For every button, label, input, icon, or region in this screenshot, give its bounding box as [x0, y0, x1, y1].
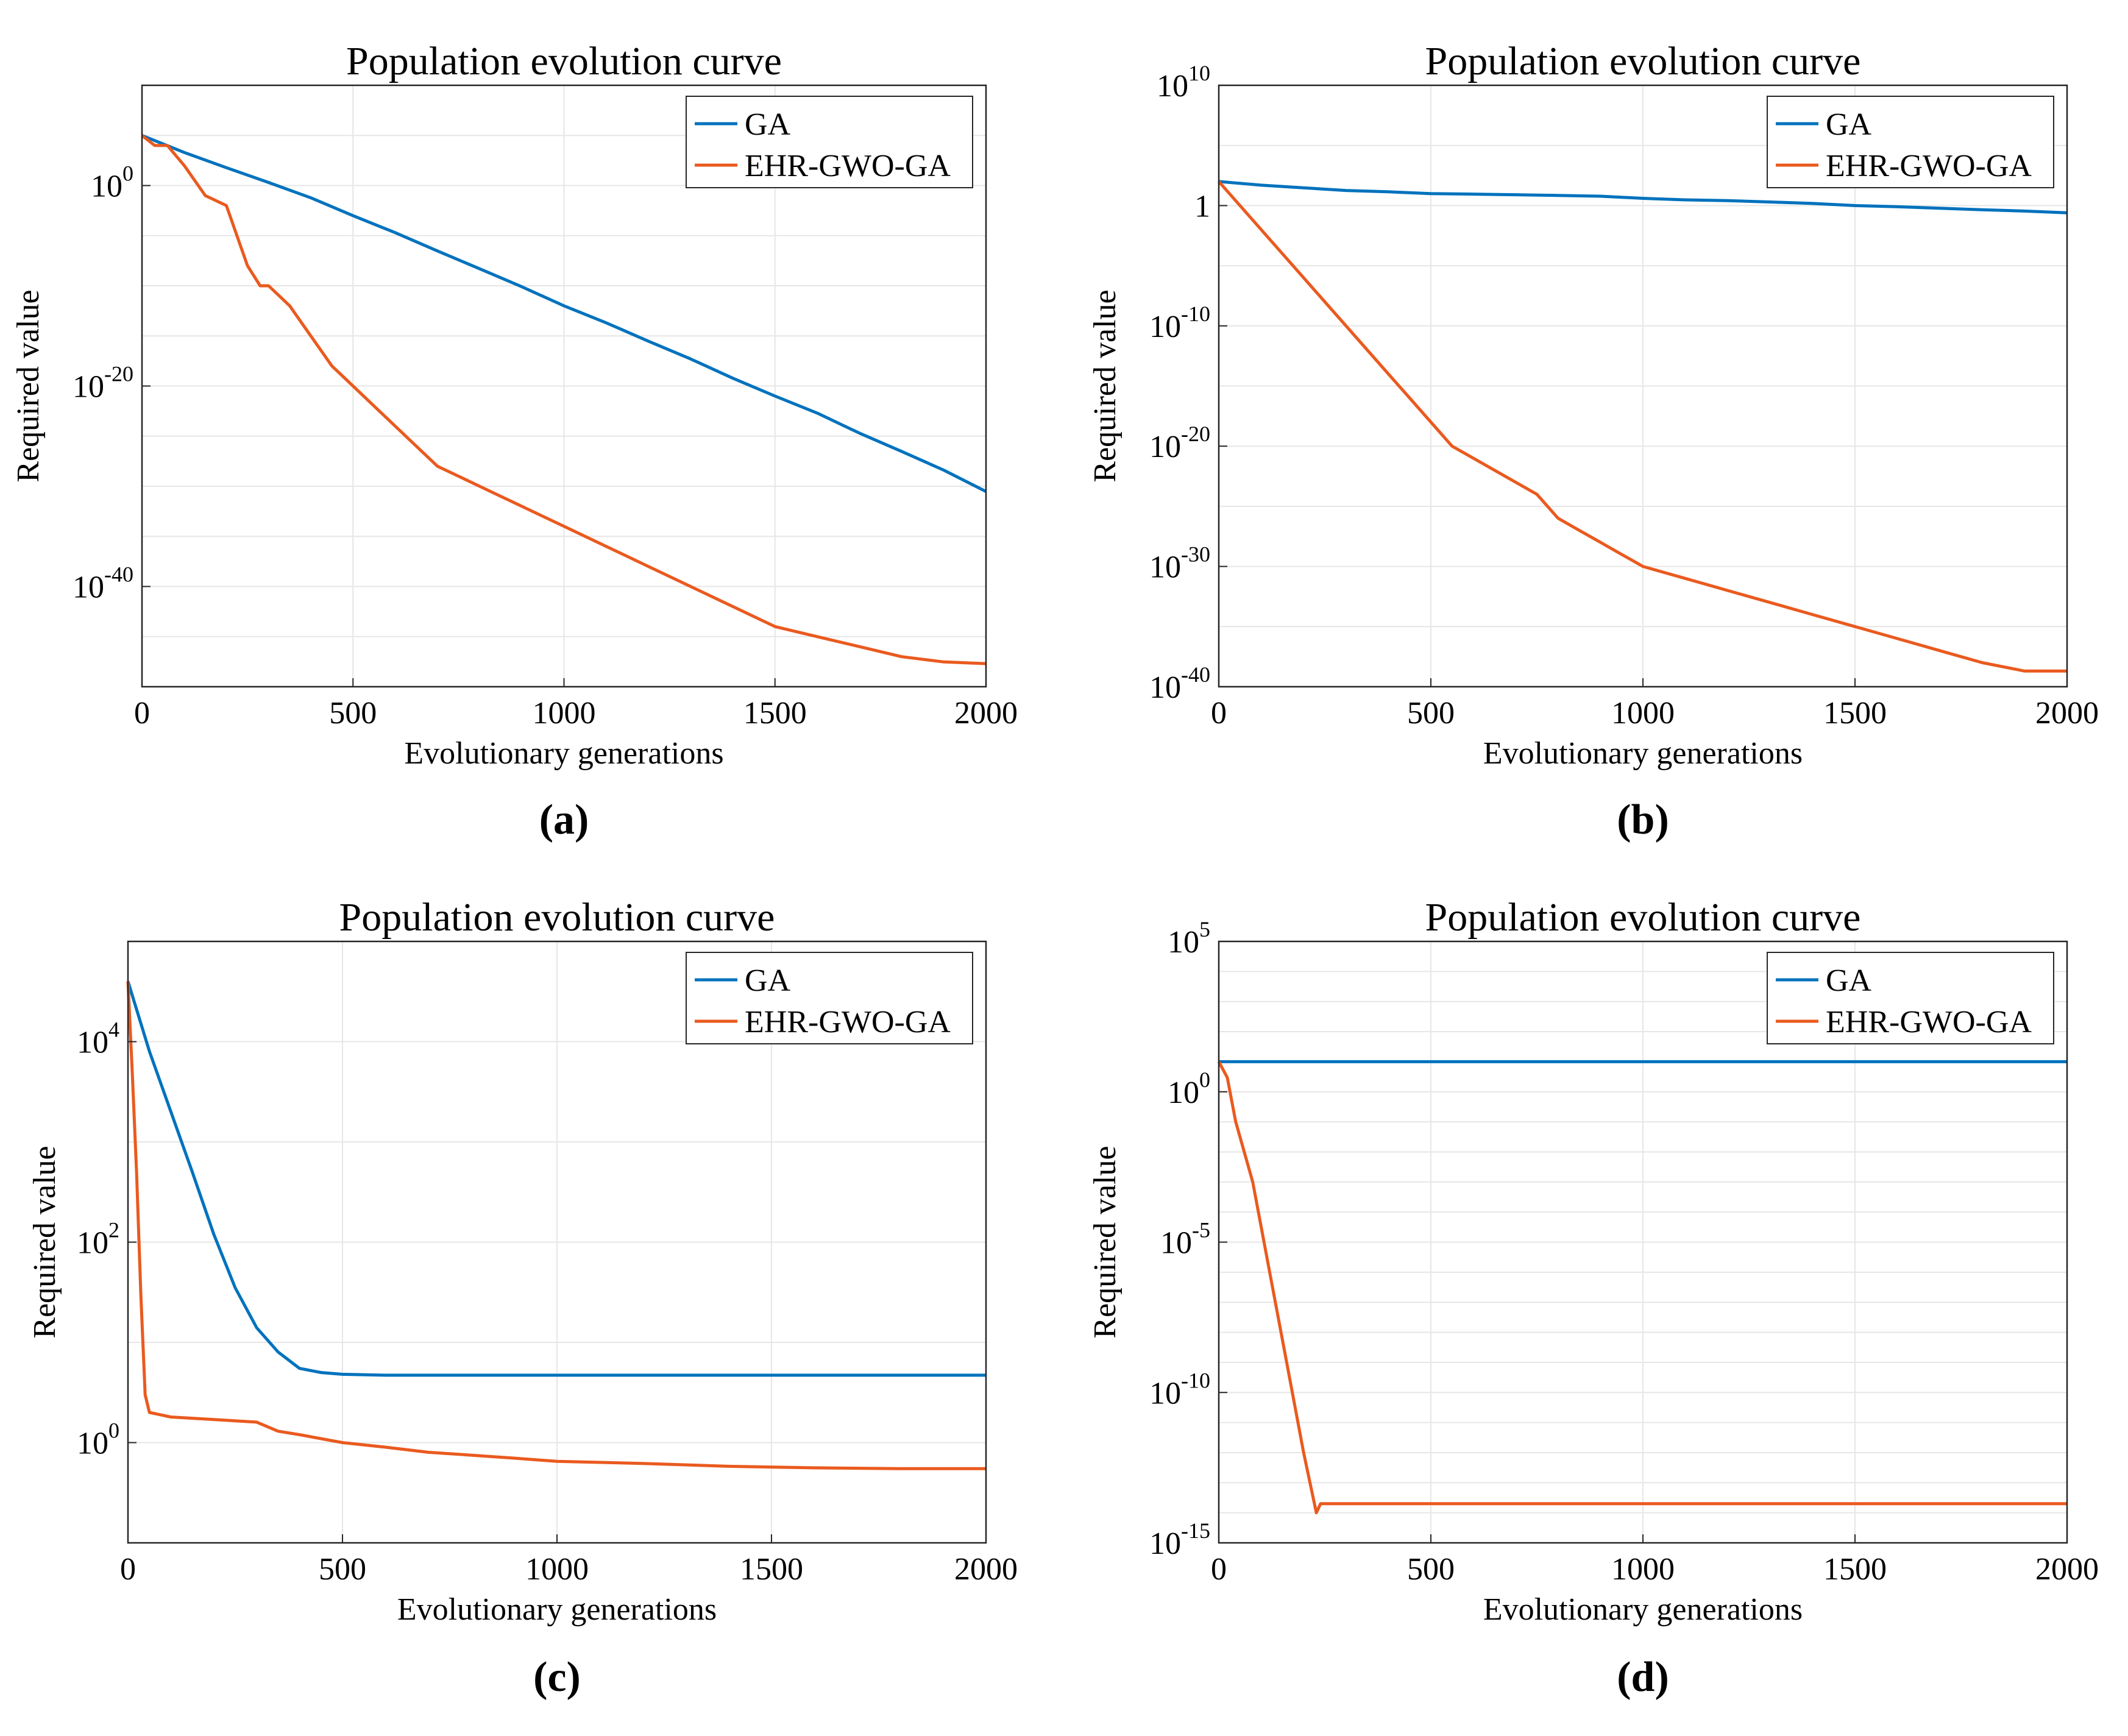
- y-tick-label: 100: [91, 161, 133, 204]
- x-tick-label: 500: [329, 696, 377, 731]
- series-line-ehr-gwo-ga: [141, 134, 987, 665]
- panel-caption: (d): [1617, 1654, 1669, 1701]
- x-tick-label: 500: [1407, 1552, 1455, 1587]
- x-tick-label: 1500: [1823, 1552, 1887, 1587]
- y-tick-label: 100: [1168, 1068, 1210, 1110]
- x-tick-label: 1500: [1823, 696, 1887, 731]
- series-line-ehr-gwo-ga: [1218, 180, 2067, 673]
- chart-title: Population evolution curve: [1425, 39, 1861, 83]
- x-tick-label: 1000: [1611, 1552, 1675, 1587]
- x-tick-label: 1000: [525, 1552, 589, 1587]
- x-tick-label: 0: [120, 1552, 136, 1587]
- x-axis-label: Evolutionary generations: [1483, 736, 1803, 771]
- y-axis-label: Required value: [1088, 289, 1123, 482]
- legend: GA EHR-GWO-GA: [686, 952, 973, 1044]
- legend-label: GA: [1826, 107, 1872, 142]
- y-tick-label: 102: [77, 1218, 119, 1261]
- x-tick-label: 500: [1407, 696, 1455, 731]
- chart-panel-2: 0 500 1000 1500 2000 1010 1 10-10 10-20 10-30 10-4…: [1088, 39, 2099, 843]
- x-tick-label: 2000: [954, 696, 1018, 731]
- x-axis-label: Evolutionary generations: [1483, 1592, 1803, 1627]
- legend: GA EHR-GWO-GA: [1767, 96, 2054, 188]
- legend-label: GA: [745, 107, 791, 142]
- panel-caption: (b): [1617, 796, 1669, 843]
- x-axis-label: Evolutionary generations: [397, 1592, 717, 1627]
- chart-panel-3: 0 500 1000 1500 2000 104 102 100 Population evol…: [27, 895, 1018, 1701]
- chart-panel-1: 0 500 1000 1500 2000 100 10-20 10-40 Population …: [11, 39, 1018, 843]
- y-tick-label: 10-10: [1149, 1368, 1210, 1411]
- legend-box: [1767, 952, 2054, 1044]
- legend-label: EHR-GWO-GA: [1826, 1005, 2032, 1040]
- x-tick-label: 2000: [954, 1552, 1018, 1587]
- x-tick-label: 0: [134, 696, 150, 731]
- y-tick-label: 10-20: [73, 362, 133, 405]
- x-tick-label: 1000: [1611, 696, 1675, 731]
- panel-caption: (a): [539, 796, 589, 843]
- y-tick-label: 10-40: [1149, 662, 1210, 705]
- y-tick-label: 10-15: [1149, 1518, 1210, 1561]
- y-tick-label: 100: [77, 1419, 119, 1461]
- x-tick-label: 0: [1211, 696, 1227, 731]
- legend-box: [686, 952, 973, 1044]
- y-tick-label: 10-10: [1149, 302, 1210, 344]
- x-tick-label: 500: [319, 1552, 366, 1587]
- y-tick-label: 1: [1194, 189, 1210, 224]
- series-line-ga: [126, 980, 986, 1377]
- chart-panel-4: 0 500 1000 1500 2000 105 100 10-5 10-10 10-15 Popu…: [1088, 895, 2099, 1701]
- y-axis-label: Required value: [11, 289, 46, 482]
- legend-label: GA: [1826, 963, 1872, 998]
- y-tick-label: 104: [77, 1018, 119, 1060]
- x-tick-label: 2000: [2035, 1552, 2099, 1587]
- y-tick-label: 105: [1168, 917, 1210, 960]
- x-tick-label: 2000: [2035, 696, 2099, 731]
- legend-label: EHR-GWO-GA: [1826, 149, 2032, 183]
- legend-label: EHR-GWO-GA: [745, 149, 951, 183]
- y-tick-label: 10-40: [73, 562, 133, 605]
- y-axis-label: Required value: [1088, 1146, 1123, 1338]
- x-tick-label: 0: [1211, 1552, 1227, 1587]
- legend: GA EHR-GWO-GA: [686, 96, 973, 188]
- y-tick-label: 10-30: [1149, 542, 1210, 585]
- legend: GA EHR-GWO-GA: [1767, 952, 2054, 1044]
- legend-box: [686, 96, 973, 188]
- y-tick-label: 10-20: [1149, 422, 1210, 464]
- chart-title: Population evolution curve: [1425, 895, 1861, 940]
- y-tick-label: 1010: [1157, 61, 1210, 104]
- series-line-ehr-gwo-ga: [126, 981, 986, 1470]
- legend-box: [1767, 96, 2054, 188]
- x-axis-label: Evolutionary generations: [404, 736, 723, 771]
- series-line-ga: [1218, 180, 2068, 214]
- chart-title: Population evolution curve: [346, 39, 782, 83]
- series-line-ehr-gwo-ga: [1217, 1061, 2067, 1515]
- panel-caption: (c): [533, 1654, 581, 1701]
- series-line-ga: [141, 133, 987, 493]
- x-tick-label: 1500: [740, 1552, 803, 1587]
- x-tick-label: 1500: [743, 696, 807, 731]
- y-axis-label: Required value: [27, 1146, 62, 1338]
- legend-label: GA: [745, 963, 791, 998]
- x-tick-label: 1000: [533, 696, 596, 731]
- y-tick-label: 10-5: [1160, 1218, 1210, 1261]
- legend-label: EHR-GWO-GA: [745, 1005, 951, 1040]
- chart-title: Population evolution curve: [339, 895, 775, 940]
